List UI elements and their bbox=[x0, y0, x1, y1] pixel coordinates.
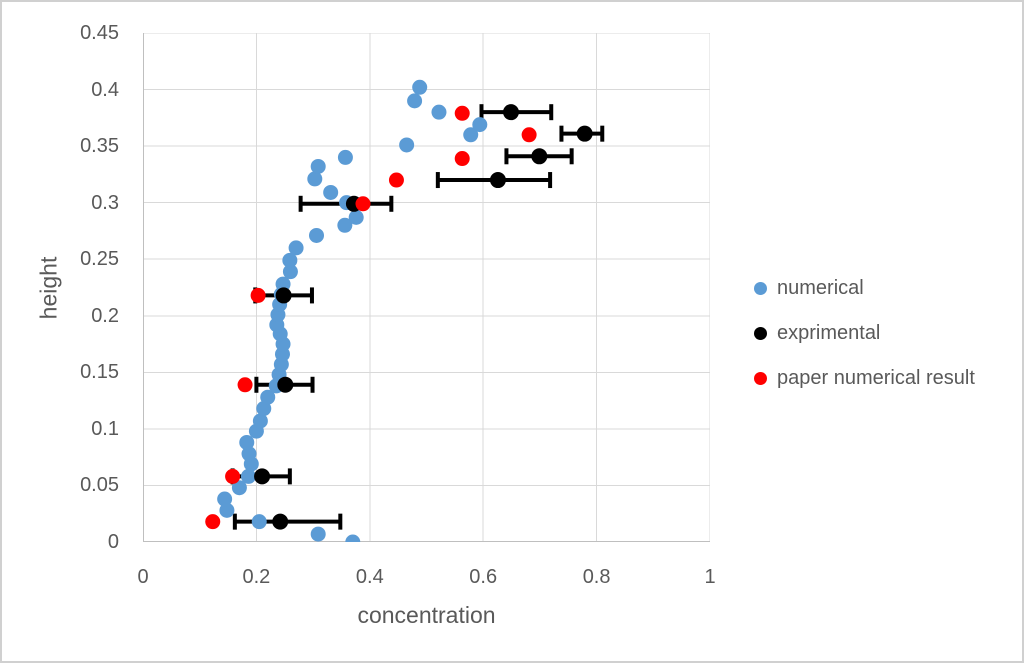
data-point-exprimental bbox=[531, 148, 548, 165]
y-tick-label: 0 bbox=[107, 531, 119, 553]
x-tick-label: 1 bbox=[704, 566, 716, 588]
y-tick-label: 0.1 bbox=[91, 417, 119, 440]
x-tick-label: 0 bbox=[137, 566, 149, 588]
data-point-numerical bbox=[431, 104, 447, 120]
data-point-numerical bbox=[260, 389, 276, 405]
data-point-paper-numerical-result bbox=[355, 196, 371, 212]
data-point-paper-numerical-result bbox=[250, 287, 266, 303]
x-tick-label: 0.2 bbox=[242, 566, 271, 588]
data-point-numerical bbox=[463, 127, 479, 143]
legend-item-exprimental: exprimental bbox=[754, 311, 975, 356]
data-point-paper-numerical-result bbox=[205, 514, 221, 530]
data-point-numerical bbox=[307, 171, 323, 187]
data-point-numerical bbox=[399, 137, 415, 153]
legend-label-exprimental: exprimental bbox=[777, 322, 881, 344]
data-point-numerical bbox=[282, 252, 298, 268]
legend-label-paper-numerical-result: paper numerical result bbox=[777, 367, 975, 389]
data-point-numerical bbox=[407, 93, 423, 109]
y-tick-label: 0.3 bbox=[91, 191, 119, 214]
data-point-exprimental bbox=[254, 468, 271, 485]
data-point-numerical bbox=[310, 158, 326, 174]
y-tick-label: 0.15 bbox=[80, 361, 119, 384]
data-point-numerical bbox=[323, 184, 339, 200]
data-point-numerical bbox=[231, 480, 247, 496]
legend-label-numerical: numerical bbox=[777, 277, 864, 299]
y-tick-label: 0.25 bbox=[80, 248, 119, 271]
data-point-numerical bbox=[217, 491, 233, 507]
legend-item-paper-numerical-result: paper numerical result bbox=[754, 356, 975, 401]
data-point-numerical bbox=[239, 434, 255, 450]
exprimental-marker-icon bbox=[754, 327, 767, 340]
data-point-numerical bbox=[241, 446, 257, 462]
x-tick-label: 0.6 bbox=[469, 566, 498, 588]
y-tick-label: 0.05 bbox=[80, 474, 119, 497]
y-tick-label: 0.45 bbox=[80, 22, 119, 44]
data-point-numerical bbox=[348, 209, 364, 225]
data-point-numerical bbox=[252, 413, 268, 429]
plot-area bbox=[143, 33, 710, 542]
data-point-exprimental bbox=[277, 376, 294, 393]
data-point-paper-numerical-result bbox=[388, 172, 404, 188]
data-point-numerical bbox=[240, 468, 256, 484]
x-axis-title: concentration bbox=[357, 602, 496, 628]
y-tick-label: 0.4 bbox=[91, 78, 119, 101]
data-point-paper-numerical-result bbox=[225, 468, 241, 484]
data-point-paper-numerical-result bbox=[237, 377, 253, 393]
x-tick-label: 0.4 bbox=[355, 566, 384, 588]
data-point-paper-numerical-result bbox=[454, 151, 470, 167]
data-point-numerical bbox=[309, 227, 325, 243]
data-point-numerical bbox=[337, 217, 353, 233]
legend: numerical exprimental paper numerical re… bbox=[754, 266, 975, 401]
data-point-numerical bbox=[288, 240, 304, 256]
data-point-exprimental bbox=[489, 172, 506, 189]
data-point-paper-numerical-result bbox=[521, 127, 537, 143]
data-point-numerical bbox=[219, 502, 235, 518]
data-point-numerical bbox=[256, 401, 272, 417]
numerical-marker-icon bbox=[754, 282, 767, 295]
data-point-exprimental bbox=[275, 287, 292, 304]
data-point-paper-numerical-result bbox=[454, 105, 470, 121]
data-point-numerical bbox=[282, 264, 298, 280]
data-point-numerical bbox=[310, 526, 326, 542]
data-point-numerical bbox=[472, 117, 488, 133]
x-tick-label: 0.8 bbox=[582, 566, 611, 588]
data-point-exprimental bbox=[502, 104, 519, 121]
data-point-exprimental bbox=[576, 125, 593, 142]
data-point-numerical bbox=[412, 79, 428, 95]
data-point-numerical bbox=[345, 534, 361, 542]
legend-item-numerical: numerical bbox=[754, 266, 975, 311]
data-point-numerical bbox=[337, 149, 353, 165]
data-point-numerical bbox=[275, 276, 291, 292]
y-tick-label: 0.2 bbox=[91, 304, 119, 327]
data-point-numerical bbox=[251, 514, 267, 530]
paper-numerical-result-marker-icon bbox=[754, 372, 767, 385]
y-tick-label: 0.35 bbox=[80, 135, 119, 158]
data-point-exprimental bbox=[272, 513, 289, 530]
